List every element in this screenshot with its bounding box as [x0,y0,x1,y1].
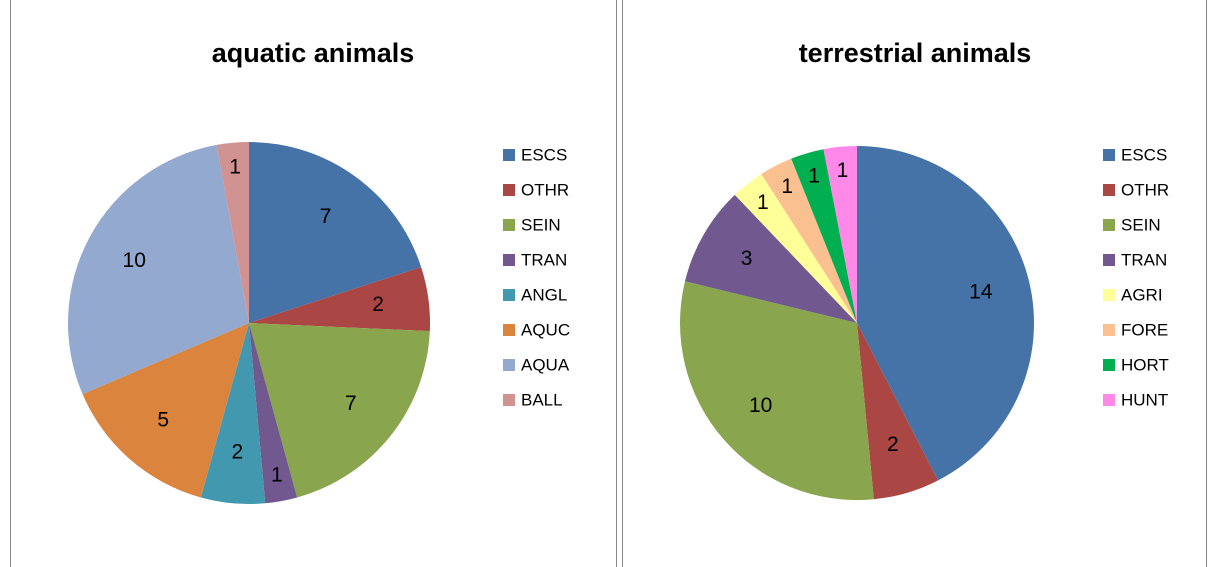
pie-slice [249,323,430,498]
panel-border [10,0,617,567]
data-label: 1 [808,164,820,187]
legend-swatch [1103,289,1115,301]
legend-swatch [1103,184,1115,196]
data-label: 1 [271,464,283,487]
legend-label: AGRI [1121,285,1163,304]
legend-swatch [503,359,515,371]
data-label: 3 [741,247,753,270]
data-label: 1 [837,159,849,182]
legend-label: OTHR [1121,180,1169,199]
legend-label: HUNT [1121,390,1168,409]
legend-swatch [1103,219,1115,231]
legend-label: TRAN [521,250,567,269]
pie-slice [857,146,1034,481]
pie-slice [857,323,939,500]
data-label: 2 [231,440,243,463]
legend-label: BALL [521,390,563,409]
chart-title: terrestrial animals [799,38,1032,68]
data-label: 1 [757,191,769,214]
legend-label: FORE [1121,320,1168,339]
legend-swatch [1103,254,1115,266]
legend-swatch [1103,149,1115,161]
pie-slice [249,267,430,332]
panel-border [622,0,1207,567]
legend-swatch [1103,394,1115,406]
pie-slice [679,281,874,500]
data-label: 1 [229,156,241,179]
legend-swatch [1103,359,1115,371]
legend-swatch [503,324,515,336]
pie-slice [761,158,857,323]
data-label: 7 [345,392,357,415]
legend-swatch [503,394,515,406]
legend-swatch [503,184,515,196]
data-label: 10 [749,394,772,417]
legend-label: OTHR [521,180,569,199]
data-label: 10 [123,249,146,272]
legend-swatch [1103,324,1115,336]
pie-slice [791,149,857,323]
legend-label: ESCS [1121,145,1167,164]
chart-title: aquatic animals [212,38,415,68]
legend-swatch [503,219,515,231]
legend-label: AQUC [521,320,570,339]
data-label: 7 [320,205,332,228]
data-label: 5 [157,409,169,432]
pie-slice [823,146,857,323]
data-label: 14 [969,281,993,304]
pie-slice [249,142,422,323]
legend-swatch [503,289,515,301]
legend-label: TRAN [1121,250,1167,269]
legend-label: ANGL [521,285,567,304]
pie-slice [200,323,266,505]
pie-slice [734,174,857,323]
legend-label: SEIN [521,215,561,234]
pie-slice [216,142,249,323]
legend-label: AQUA [521,355,570,374]
data-label: 1 [781,175,793,198]
legend-label: SEIN [1121,215,1161,234]
pie-slice [249,323,298,504]
legend-swatch [503,149,515,161]
data-label: 2 [887,433,899,456]
pie-slice [67,144,249,395]
pie-slice [684,194,857,323]
legend-swatch [503,254,515,266]
legend-label: ESCS [521,145,567,164]
legend-label: HORT [1121,355,1169,374]
pie-slice [82,323,249,498]
data-label: 2 [372,293,384,316]
